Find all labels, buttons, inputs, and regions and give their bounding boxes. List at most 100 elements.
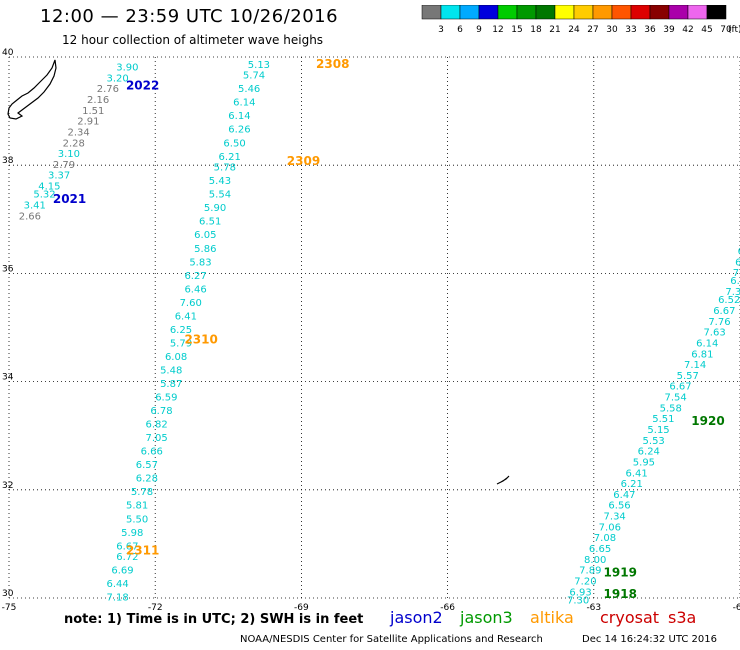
wave-height-value: 5.79 xyxy=(170,338,192,349)
colorbar-label: 18 xyxy=(530,25,542,35)
colorbar-label: 42 xyxy=(682,25,693,35)
wave-height-value: 7.63 xyxy=(703,328,725,339)
wave-height-value: 4.15 xyxy=(38,182,60,193)
wave-height-value: 2.16 xyxy=(87,95,109,106)
wave-height-value: 7.05 xyxy=(145,433,167,444)
wave-height-value: 3.20 xyxy=(106,73,128,84)
wave-height-value: 6.65 xyxy=(589,544,611,555)
wave-height-value: 5.83 xyxy=(189,257,211,268)
wave-height-value: 3.41 xyxy=(24,200,46,211)
wave-height-value: 5.15 xyxy=(647,425,669,436)
wave-height-value: 2.28 xyxy=(63,138,85,149)
wave-height-value: 5.78 xyxy=(131,487,153,498)
wave-height-value: 1.51 xyxy=(82,106,104,117)
wave-height-value: 6 xyxy=(738,246,740,257)
satellite-cryosat: cryosat xyxy=(600,608,660,627)
satellite-jason2: jason2 xyxy=(390,608,443,627)
wave-height-value: 6.59 xyxy=(155,393,177,404)
wave-height-value: 5.90 xyxy=(204,203,226,214)
wave-height-value: 7.30 xyxy=(567,595,589,606)
wave-height-value: 6.67 xyxy=(713,306,735,317)
wave-height-value: 5.51 xyxy=(652,414,674,425)
wave-height-value: 5.81 xyxy=(126,501,148,512)
colorbar-label: 3 xyxy=(438,25,444,35)
colorbar-label: 36 xyxy=(644,25,656,35)
wave-height-value: 6.67 xyxy=(669,382,691,393)
coastline xyxy=(7,59,57,120)
wave-height-value: 6.42 xyxy=(730,276,740,287)
colorbar-label: 27 xyxy=(587,25,598,35)
colorbar-label: 30 xyxy=(606,25,618,35)
wave-height-value: 6.66 xyxy=(141,447,163,458)
track-label: 2021 xyxy=(53,192,86,206)
wave-height-value: 6.47 xyxy=(613,490,635,501)
wave-height-value: 3.10 xyxy=(58,149,80,160)
lat-label: 38 xyxy=(2,156,14,166)
footer-credit: NOAA/NESDIS Center for Satellite Applica… xyxy=(240,634,543,645)
wave-height-value: 6.67 xyxy=(116,541,138,552)
wave-height-value: 6.14 xyxy=(228,111,250,122)
wave-height-value: 5.98 xyxy=(121,528,143,539)
wave-height-value: 3.90 xyxy=(116,63,138,74)
wave-height-value: 2.91 xyxy=(77,117,99,128)
colorbar-label: 21 xyxy=(549,25,560,35)
wave-height-value: 6.69 xyxy=(111,566,133,577)
colorbar-label: 12 xyxy=(492,25,503,35)
wave-height-value: 6.51 xyxy=(199,217,221,228)
wave-height-value: 7.34 xyxy=(604,512,626,523)
wave-height-value: 6.93 xyxy=(569,587,591,598)
wave-height-value: 3.37 xyxy=(48,171,70,182)
track-label: 1920 xyxy=(691,414,724,428)
wave-height-value: 5.58 xyxy=(660,403,682,414)
wave-height-value: 2.76 xyxy=(97,84,119,95)
wave-height-value: 2.79 xyxy=(53,160,75,171)
satellite-s3a: s3a xyxy=(668,608,697,627)
lon-label: -63 xyxy=(586,603,601,613)
wave-height-value: 6.21 xyxy=(621,479,643,490)
lon-label: -60 xyxy=(733,603,740,613)
colorbar-label: 33 xyxy=(625,25,636,35)
wave-height-value: 6.05 xyxy=(194,230,216,241)
lon-label: -69 xyxy=(294,603,309,613)
track-label: 2309 xyxy=(287,154,320,168)
lat-label: 30 xyxy=(2,589,14,599)
island xyxy=(496,475,510,485)
wave-height-value: 5.87 xyxy=(160,379,182,390)
colorbar-label: 39 xyxy=(663,25,675,35)
lat-label: 34 xyxy=(2,373,14,383)
track-label: 2308 xyxy=(316,57,349,71)
wave-height-value: 6.27 xyxy=(184,271,206,282)
wave-height-value: 2.66 xyxy=(19,211,41,222)
wave-height-value: 5.57 xyxy=(677,371,699,382)
wave-height-value: 7.0 xyxy=(733,268,740,279)
wave-height-value: 5.53 xyxy=(643,436,665,447)
wave-height-value: 7.14 xyxy=(684,360,706,371)
wave-height-value: 6.21 xyxy=(219,152,241,163)
wave-height-value: 5.43 xyxy=(209,176,231,187)
track-label: 1918 xyxy=(604,587,637,601)
page-title: 12:00 — 23:59 UTC 10/26/2016 xyxy=(40,6,339,27)
wave-height-value: 5.50 xyxy=(126,514,148,525)
wave-height-value: 6.41 xyxy=(625,468,647,479)
lat-label: 40 xyxy=(2,48,14,58)
page-subtitle: 12 hour collection of altimeter wave hei… xyxy=(62,33,324,47)
colorbar-label: 70 xyxy=(720,25,732,35)
track-label: 2310 xyxy=(184,333,217,347)
wave-height-value: 7.54 xyxy=(664,393,686,404)
wave-height-value: 6.44 xyxy=(106,579,128,590)
wave-height-value: 6.14 xyxy=(696,338,718,349)
wave-height-value: 5.95 xyxy=(633,457,655,468)
wave-height-value: 6.41 xyxy=(175,311,197,322)
wave-height-value: 6.14 xyxy=(233,98,255,109)
wave-height-value: 5.48 xyxy=(160,365,182,376)
satellite-jason3: jason3 xyxy=(460,608,513,627)
wave-height-value: 7.18 xyxy=(106,593,128,604)
wave-height-value: 6.08 xyxy=(165,352,187,363)
colorbar-label: 15 xyxy=(511,25,522,35)
wave-height-value: 8.00 xyxy=(584,555,606,566)
wave-height-value: 6.28 xyxy=(136,474,158,485)
wave-height-value: 5.78 xyxy=(214,163,236,174)
lon-label: -75 xyxy=(2,603,17,613)
colorbar-label: 6 xyxy=(457,25,463,35)
